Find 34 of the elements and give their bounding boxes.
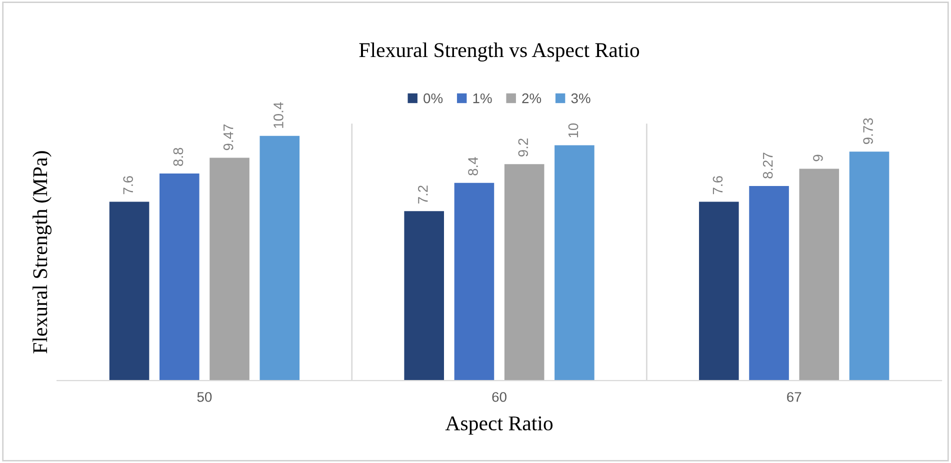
bar [210, 158, 250, 381]
bar [554, 145, 594, 381]
data-label: 7.2 [418, 186, 428, 204]
data-label: 9 [813, 154, 823, 162]
x-tick-label: 60 [492, 392, 506, 402]
data-label: 10 [568, 123, 578, 138]
bar [699, 202, 739, 381]
x-tick-label: 50 [197, 392, 212, 402]
y-axis-title: Flexural Strength (MPa) [32, 151, 52, 354]
bar [749, 186, 789, 381]
legend-label: 1% [473, 93, 492, 104]
bar [160, 174, 200, 381]
data-label: 7.6 [123, 176, 134, 194]
data-label: 8.27 [762, 152, 773, 178]
data-label: 8.8 [173, 148, 184, 166]
data-label: 8.4 [468, 157, 478, 176]
bar [799, 168, 840, 381]
legend-label: 0% [424, 93, 443, 104]
data-label: 10.4 [274, 102, 284, 128]
bar [504, 164, 544, 381]
bar [404, 211, 444, 381]
chart-title: Flexural Strength vs Aspect Ratio [359, 42, 640, 62]
data-label: 9.73 [863, 118, 873, 144]
data-label: 9.47 [223, 124, 234, 150]
bar [454, 182, 494, 381]
x-tick-label: 67 [787, 392, 802, 402]
legend-label: 2% [522, 93, 542, 104]
legend-label: 3% [571, 93, 590, 104]
data-label: 9.2 [518, 138, 528, 156]
x-axis-title: Aspect Ratio [445, 416, 553, 435]
bar [109, 202, 150, 381]
bar [260, 136, 300, 381]
data-label: 7.6 [712, 176, 723, 194]
bar [849, 152, 890, 381]
